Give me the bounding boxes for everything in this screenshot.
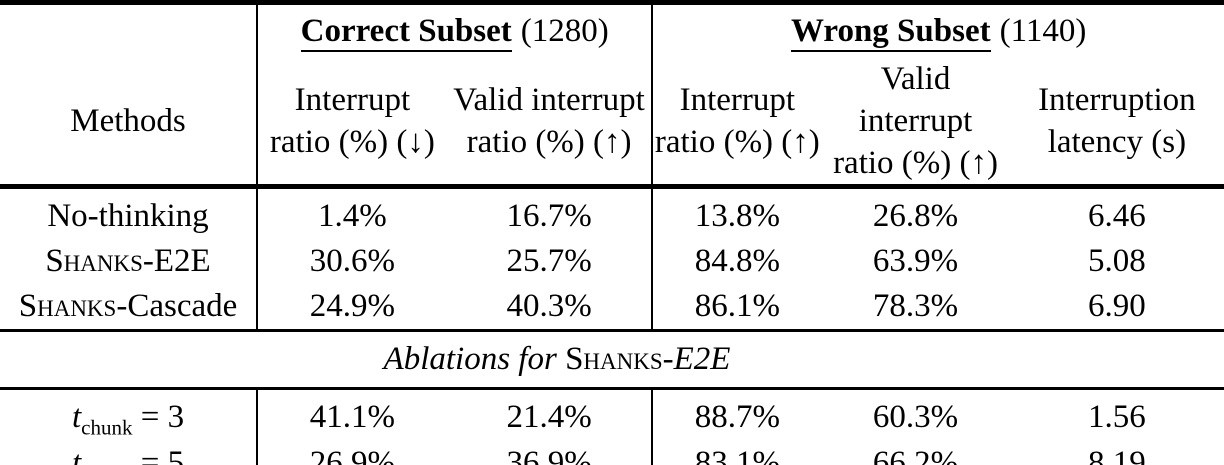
col-header-line1: Interrupt: [294, 82, 411, 118]
value-cell: 8.19: [1088, 444, 1146, 465]
col-header-line2: ratio (%) (↑): [833, 145, 998, 181]
method-rest: -Cascade: [116, 288, 238, 324]
main-results-body: No-thinking 1.4% 16.7% 13.8% 26.8% 6.46 …: [0, 186, 1224, 331]
ablation-section-divider: Ablations for Shanks-E2E: [0, 329, 1224, 390]
col-header-line1: Valid interrupt: [453, 82, 645, 118]
value-cell: 26.8%: [872, 198, 959, 234]
table-row-no-thinking: No-thinking 1.4% 16.7% 13.8% 26.8% 6.46: [0, 186, 1224, 240]
subset-group-row: Correct Subset (1280) Wrong Subset (1140): [0, 2, 1224, 59]
method-label: No-thinking: [0, 187, 257, 240]
math-subscript: chunk: [81, 461, 132, 465]
method-rest: -E2E: [142, 243, 211, 279]
value-cell: 78.3%: [872, 288, 959, 324]
methods-header: Methods: [70, 103, 186, 139]
value-cell: 16.7%: [506, 198, 592, 234]
value-cell: 25.7%: [506, 243, 592, 279]
value-cell: 6.46: [1088, 198, 1146, 234]
value-cell: 40.3%: [506, 288, 592, 324]
value-cell: 88.7%: [651, 388, 822, 440]
value-cell: 36.9%: [506, 444, 592, 465]
correct-subset-group-header: Correct Subset (1280): [256, 2, 653, 58]
method-rest: No-thinking: [47, 198, 209, 234]
col-header-valid-interrupt-ratio-wrong: Valid interrupt ratio (%) (↑): [821, 58, 1009, 187]
value-cell: 26.9%: [256, 440, 447, 465]
table-row-tchunk-5: tchunk = 5 26.9% 36.9% 83.1% 66.2% 8.19: [0, 440, 1224, 465]
col-header-line1: Interruption: [1038, 82, 1196, 118]
table-row-shanks-e2e: Shanks-E2E 30.6% 25.7% 84.8% 63.9% 5.08: [0, 239, 1224, 284]
section-label-row: Ablations for Shanks-E2E: [0, 329, 1224, 390]
value-cell: 30.6%: [256, 239, 447, 284]
method-label: tchunk = 3: [0, 389, 257, 441]
value-cell: 1.4%: [256, 186, 447, 239]
section-label-smallcaps: Shanks: [565, 341, 663, 377]
methods-column-spacer: [0, 3, 257, 59]
method-label: tchunk = 5: [0, 440, 257, 465]
value-cell: 84.8%: [651, 239, 822, 284]
col-header-line2: ratio (%) (↓): [269, 124, 435, 160]
math-subscript: chunk: [81, 415, 133, 440]
col-header-line1: Valid interrupt: [858, 61, 973, 139]
value-cell: 41.1%: [256, 388, 447, 440]
col-header-line2: latency (s): [1047, 124, 1187, 160]
method-rest: = 5: [132, 444, 185, 465]
table-row-shanks-cascade: Shanks-Cascade 24.9% 40.3% 86.1% 78.3% 6…: [0, 284, 1224, 331]
math-var: t: [71, 398, 82, 435]
value-cell: 63.9%: [872, 243, 959, 279]
correct-subset-title: Correct Subset: [300, 13, 512, 52]
value-cell: 86.1%: [651, 284, 822, 331]
math-var: t: [71, 444, 82, 465]
col-header-valid-interrupt-ratio-correct: Valid interrupt ratio (%) (↑): [447, 58, 653, 187]
col-header-line1: Interrupt: [679, 82, 796, 118]
value-cell: 66.2%: [872, 444, 959, 465]
value-cell: 60.3%: [872, 398, 959, 435]
ablation-results-body: tchunk = 3 41.1% 21.4% 88.7% 60.3% 1.56 …: [0, 388, 1224, 465]
value-cell: 5.08: [1088, 243, 1146, 279]
value-cell: 1.56: [1088, 398, 1146, 435]
column-header-row: Methods Interrupt ratio (%) (↓) Valid in…: [0, 58, 1224, 187]
section-label: Ablations for Shanks-E2E: [0, 329, 1224, 390]
col-header-line2: ratio (%) (↑): [654, 124, 820, 160]
method-label: Shanks-Cascade: [0, 284, 257, 331]
col-header-line2: ratio (%) (↑): [466, 124, 632, 160]
col-header-interruption-latency: Interruption latency (s): [1010, 58, 1224, 187]
section-label-suffix: -E2E: [662, 341, 731, 377]
table-header: Correct Subset (1280) Wrong Subset (1140) …: [0, 2, 1224, 187]
value-cell: 13.8%: [651, 186, 822, 239]
method-smallcaps: Shanks: [18, 288, 117, 324]
value-cell: 21.4%: [506, 398, 592, 435]
method-rest: = 3: [132, 398, 185, 435]
section-label-prefix: Ablations for: [383, 341, 566, 377]
col-header-interrupt-ratio-correct: Interrupt ratio (%) (↓): [256, 58, 447, 187]
method-smallcaps: Shanks: [45, 243, 143, 279]
wrong-subset-count: (1140): [999, 13, 1087, 49]
wrong-subset-title: Wrong Subset: [791, 13, 991, 52]
value-cell: 24.9%: [256, 284, 447, 331]
wrong-subset-group-header: Wrong Subset (1140): [651, 2, 1224, 58]
value-cell: 83.1%: [651, 440, 822, 465]
table-row-tchunk-3: tchunk = 3 41.1% 21.4% 88.7% 60.3% 1.56: [0, 388, 1224, 441]
method-label: Shanks-E2E: [0, 239, 257, 284]
correct-subset-count: (1280): [520, 13, 609, 49]
col-header-interrupt-ratio-wrong: Interrupt ratio (%) (↑): [651, 58, 822, 187]
value-cell: 6.90: [1088, 288, 1146, 324]
